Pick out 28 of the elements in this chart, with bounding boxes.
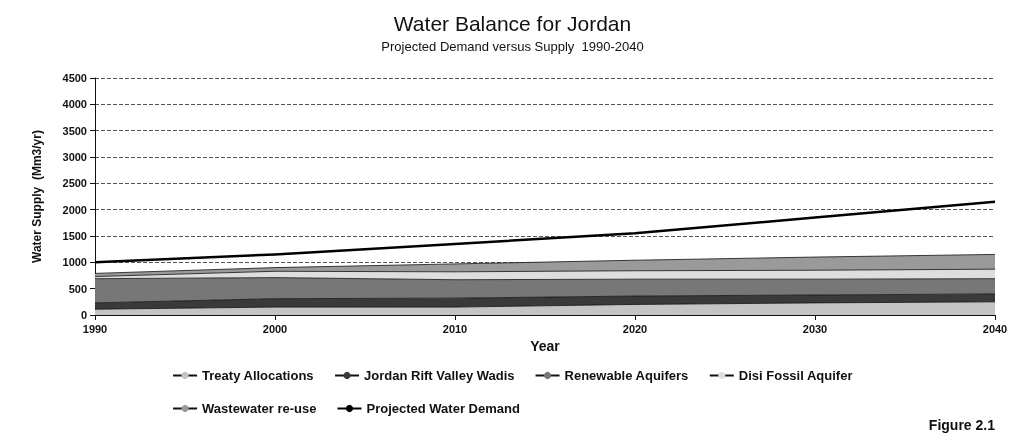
x-axis-title: Year [530, 338, 561, 354]
legend-label: Disi Fossil Aquifer [738, 368, 853, 383]
legend-label: Renewable Aquifers [564, 368, 689, 383]
caption: Figure 2.1 [928, 417, 996, 433]
x-tick-label: 2030 [802, 322, 828, 335]
y-tick-label: 4500 [62, 72, 87, 84]
y-tick-label: 500 [68, 282, 87, 295]
y-tick-label: 2000 [62, 203, 87, 216]
y-tick-label: 3000 [62, 151, 87, 163]
y-tick-label: 1500 [62, 230, 87, 242]
x-tick-label: 2010 [442, 322, 468, 335]
legend-label: Wastewater re-use [202, 401, 317, 416]
chart-title: Water Balance for Jordan [393, 12, 632, 35]
y-axis-title: Water Supply (Mm3/yr) [30, 130, 44, 263]
line-series [93, 200, 997, 264]
x-tick-label: 2040 [982, 322, 1008, 335]
x-tick-label: 2000 [262, 322, 288, 335]
y-tick-label: 0 [80, 309, 87, 321]
y-tick-label: 1000 [62, 256, 87, 269]
x-tick-label: 1990 [82, 322, 108, 335]
x-tick-label: 2020 [622, 322, 648, 335]
legend-label: Jordan Rift Valley Wadis [364, 368, 515, 383]
y-tick-label: 4000 [62, 98, 87, 111]
legend-label: Projected Water Demand [366, 401, 520, 416]
legend-label: Treaty Allocations [202, 368, 314, 383]
y-tick-label: 3500 [62, 124, 87, 137]
chart-subtitle: Projected Demand versus Supply 1990-2040 [381, 39, 644, 54]
y-tick-label: 2500 [62, 177, 87, 190]
